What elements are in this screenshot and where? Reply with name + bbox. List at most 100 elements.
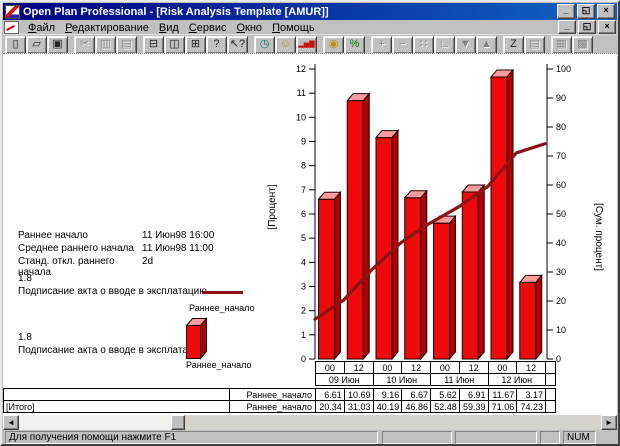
scroll-left-button[interactable]: ◄ (3, 415, 19, 430)
cost-icon[interactable]: ◉ (323, 35, 344, 54)
right-axis-tick-label: 90 (556, 93, 566, 103)
hour-label: 12 (345, 362, 374, 373)
legend-value: 1.8 (18, 332, 32, 343)
right-axis-tick-label: 40 (556, 238, 566, 248)
menu-item-редактирование[interactable]: Редактирование (65, 22, 149, 34)
time-analysis-clock-icon[interactable]: ◷ (254, 35, 275, 54)
status-panel (455, 431, 537, 444)
unlink-activities-icon[interactable]: ∟ (434, 35, 455, 54)
histogram-bar-side (449, 214, 456, 361)
copy-icon[interactable]: ▥ (95, 35, 116, 54)
move-up-icon[interactable]: ▲ (476, 35, 497, 54)
cumulative-cell: 52.48 (431, 401, 460, 412)
add-activity-icon[interactable]: + (371, 35, 392, 54)
left-axis-tick-label: 11 (297, 88, 306, 98)
toolbar-group: Z ▤ (503, 35, 545, 54)
toolbar: ▯ ▱ ▣ ✂ ▥ ▤ ⊟ ◫ ⊞? ↖? ◷ ☺ ▂▅▇ ◉% + − ∷ ∟ ▼ ▲ Z ▤ ▦ ▩ (3, 34, 617, 54)
scroll-right-button[interactable]: ► (601, 415, 617, 430)
open-folder-icon[interactable]: ▱ (26, 35, 47, 54)
print-preview-icon[interactable]: ◫ (164, 35, 185, 54)
right-axis-tick-label: 100 (556, 64, 571, 74)
move-down-icon[interactable]: ▼ (455, 35, 476, 54)
restore-button[interactable]: ◱ (577, 4, 595, 19)
cumulative-cell: 31.03 (345, 401, 374, 412)
table-view-icon[interactable]: ⊞ (185, 35, 206, 54)
paste-icon[interactable]: ▤ (116, 35, 137, 54)
histogram-bar (346, 100, 364, 360)
help-icon[interactable]: ? (206, 35, 227, 54)
left-axis-tick-label: 8 (301, 161, 306, 171)
cumulative-cell: 40.19 (374, 401, 403, 412)
cumulative-cell: 20.34 (316, 401, 345, 412)
title-bar: Open Plan Professional - [Risk Analysis … (3, 3, 617, 20)
menu-item-вид[interactable]: Вид (158, 22, 179, 34)
right-axis-tick-label: 0 (556, 354, 561, 364)
scrollbar-thumb[interactable] (171, 415, 185, 430)
risk-histogram-icon[interactable]: ▂▅▇ (296, 35, 317, 54)
child-minimize-button[interactable]: _ (558, 20, 576, 34)
menu-item-помощь[interactable]: Помощь (272, 22, 315, 34)
date-label: 12 Июн (489, 374, 546, 385)
new-document-icon[interactable]: ▯ (5, 35, 26, 54)
toolbar-group: ⊟ ◫ ⊞? ↖? (143, 35, 248, 54)
toolbar-group: ◉% (323, 35, 365, 54)
menu-bar: Файл Редактирование Вид Сервис Окно Помощь _ … (3, 20, 617, 34)
cumulative-curve (313, 142, 547, 321)
close-button[interactable]: × (597, 4, 615, 19)
info-label: Станд. откл. раннего начала (18, 256, 115, 278)
cumulative-cell: 74.23 (517, 401, 546, 412)
value-cell: 5.62 (431, 389, 460, 400)
sort-icon[interactable]: Z (503, 35, 524, 54)
row-series-label: Раннее_начало (230, 389, 316, 400)
histogram-bar-side (334, 190, 341, 361)
right-axis-tick-label: 70 (556, 151, 566, 161)
histogram-bar-side (506, 68, 514, 361)
histogram-bar-side (391, 129, 399, 361)
left-axis-tick-label: 6 (301, 209, 306, 219)
horizontal-scrollbar[interactable]: ◄ ► (3, 415, 617, 430)
line-swatch (202, 291, 243, 294)
hour-label: 00 (489, 362, 518, 373)
hour-label: 12 (517, 362, 546, 373)
menu-item-файл[interactable]: Файл (28, 22, 56, 34)
print-icon[interactable]: ⊟ (143, 35, 164, 54)
remove-activity-icon[interactable]: − (392, 35, 413, 54)
link-activities-icon[interactable]: ∷ (413, 35, 434, 54)
percent-complete-icon[interactable]: % (344, 35, 365, 54)
scrollbar-track[interactable] (19, 415, 171, 430)
histogram-bar (375, 137, 393, 360)
cut-icon[interactable]: ✂ (74, 35, 95, 54)
info-value: 2d (142, 256, 154, 267)
save-icon[interactable]: ▣ (47, 35, 68, 54)
status-panel (382, 431, 452, 444)
series-label: Раннее_начало (189, 303, 255, 313)
value-cell: 11.67 (489, 389, 518, 400)
toolbar-group: ✂ ▥ ▤ (74, 35, 137, 54)
notes-icon[interactable]: ▤ (524, 35, 545, 54)
bar-swatch (185, 317, 208, 360)
histogram-bar-side (477, 183, 485, 361)
info-row: Станд. откл. раннего начала 2d (18, 256, 308, 278)
date-label: 10 Июн (374, 374, 431, 385)
menu-item-сервис[interactable]: Сервис (188, 22, 227, 34)
row-series-label: Раннее_начало (230, 401, 316, 412)
resource-analysis-icon[interactable]: ☺ (275, 35, 296, 54)
window-title: Open Plan Professional - [Risk Analysis … (23, 5, 329, 18)
info-label: Среднее раннего начала (18, 243, 134, 254)
left-axis-title: [Процент] (267, 184, 278, 229)
status-bar: Для получения помощи нажмите F1 NUM (3, 430, 617, 444)
context-help-icon[interactable]: ↖? (227, 35, 248, 54)
hour-label: 00 (431, 362, 460, 373)
child-close-button[interactable]: × (598, 20, 616, 34)
spacer-cell (546, 362, 555, 373)
menu-item-окно[interactable]: Окно (236, 22, 263, 34)
histogram-bar-side (362, 92, 370, 361)
child-restore-button[interactable]: ◱ (578, 20, 596, 34)
legend-activity: Подписание акта о вводе в эксплатацию (18, 286, 207, 297)
layout-tile-icon[interactable]: ▦ (551, 35, 572, 54)
histogram-bar (433, 222, 450, 360)
minimize-button[interactable]: _ (557, 4, 575, 19)
date-label: 11 Июн (431, 374, 489, 385)
date-label: 09 Июн (316, 374, 374, 385)
layout-cascade-icon[interactable]: ▩ (572, 35, 593, 54)
